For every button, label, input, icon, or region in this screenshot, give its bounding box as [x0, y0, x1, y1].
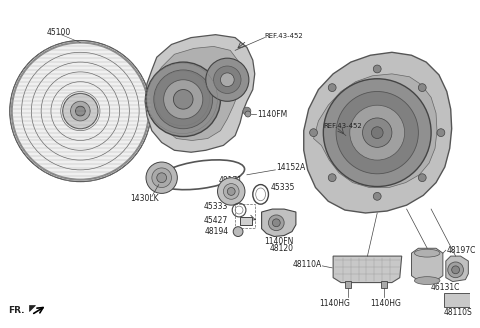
Text: 48197C: 48197C	[447, 246, 476, 255]
Circle shape	[63, 93, 98, 129]
Circle shape	[328, 174, 336, 182]
Text: 48171: 48171	[218, 176, 242, 185]
Bar	[381, 280, 387, 288]
Text: 1140FN: 1140FN	[264, 236, 294, 245]
Polygon shape	[313, 74, 437, 188]
Polygon shape	[29, 305, 35, 311]
Polygon shape	[262, 209, 296, 236]
Circle shape	[373, 193, 381, 200]
Circle shape	[328, 84, 336, 92]
Circle shape	[268, 215, 284, 231]
Text: 1140HG: 1140HG	[320, 299, 350, 308]
Ellipse shape	[414, 277, 440, 284]
Circle shape	[217, 178, 245, 205]
Polygon shape	[333, 256, 402, 282]
Text: 14152A: 14152A	[276, 163, 306, 173]
Circle shape	[336, 92, 419, 174]
Polygon shape	[304, 52, 452, 213]
Circle shape	[157, 173, 167, 183]
Circle shape	[452, 266, 459, 274]
Circle shape	[448, 262, 464, 278]
Circle shape	[310, 129, 317, 136]
Circle shape	[146, 62, 220, 136]
Circle shape	[173, 90, 193, 109]
Circle shape	[214, 66, 241, 93]
Circle shape	[419, 174, 426, 182]
Text: 45333: 45333	[204, 202, 228, 211]
Bar	[240, 217, 252, 225]
Text: 48110S: 48110S	[443, 308, 472, 317]
Circle shape	[146, 162, 177, 194]
Circle shape	[220, 73, 234, 87]
Circle shape	[10, 41, 151, 182]
Text: REF.43-452: REF.43-452	[264, 33, 303, 39]
Circle shape	[324, 79, 431, 187]
Text: REF.43-452: REF.43-452	[324, 123, 362, 129]
Circle shape	[152, 168, 171, 188]
Circle shape	[373, 65, 381, 73]
Text: 48120: 48120	[269, 244, 293, 253]
Text: 1140HG: 1140HG	[371, 299, 401, 308]
Text: 1430LK: 1430LK	[130, 195, 159, 203]
Ellipse shape	[414, 249, 440, 257]
Text: 45427: 45427	[204, 216, 228, 225]
Circle shape	[243, 107, 251, 115]
Polygon shape	[157, 47, 241, 140]
Circle shape	[437, 129, 445, 136]
Circle shape	[372, 127, 383, 138]
Circle shape	[154, 70, 213, 129]
Bar	[444, 293, 471, 307]
Text: 48110A: 48110A	[292, 260, 322, 269]
Circle shape	[272, 219, 280, 227]
Circle shape	[71, 101, 90, 121]
Circle shape	[228, 188, 235, 195]
Text: 48194: 48194	[204, 227, 228, 236]
Bar	[345, 280, 351, 288]
Circle shape	[362, 118, 392, 147]
Text: 46131C: 46131C	[431, 282, 460, 292]
Polygon shape	[145, 35, 255, 152]
Circle shape	[350, 105, 405, 160]
Text: FR.: FR.	[8, 306, 24, 315]
Circle shape	[206, 58, 249, 101]
Bar	[235, 204, 255, 228]
Circle shape	[164, 80, 203, 119]
Text: 45335: 45335	[270, 183, 295, 192]
Polygon shape	[446, 256, 468, 281]
Circle shape	[223, 184, 239, 199]
Text: 45100: 45100	[47, 28, 71, 37]
Text: 1140FM: 1140FM	[257, 110, 287, 118]
Circle shape	[233, 227, 243, 236]
Circle shape	[245, 111, 251, 117]
Circle shape	[419, 84, 426, 92]
Circle shape	[75, 106, 85, 116]
Polygon shape	[411, 248, 443, 280]
